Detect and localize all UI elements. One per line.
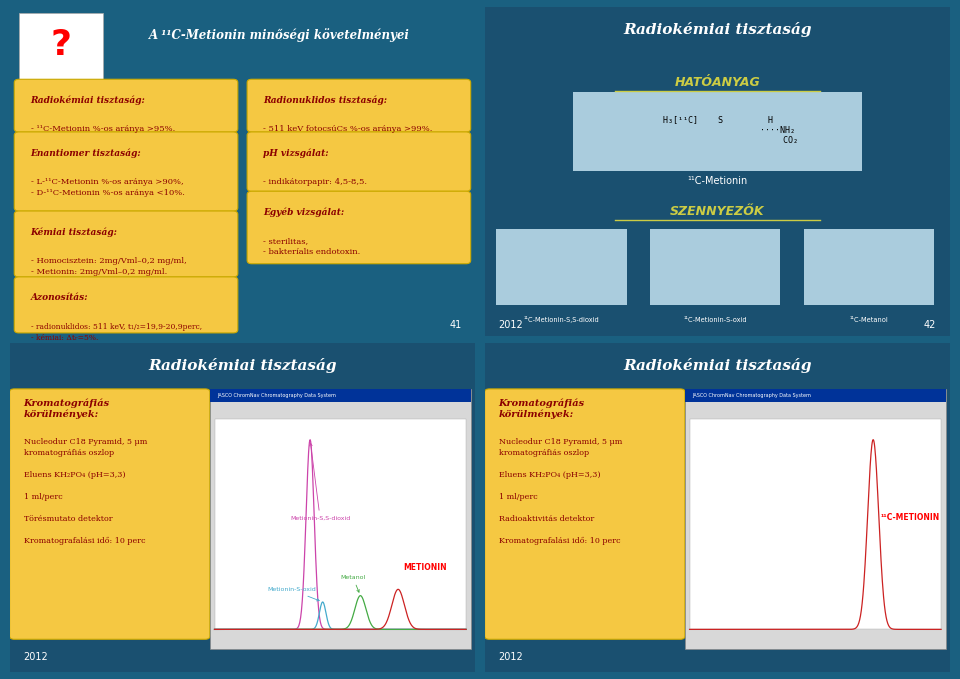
Text: METIONIN: METIONIN	[403, 564, 446, 572]
FancyBboxPatch shape	[496, 229, 627, 305]
Text: Radiokémiai tisztaság: Radiokémiai tisztaság	[148, 359, 337, 373]
Text: Metionin-S,S-dioxid: Metionin-S,S-dioxid	[290, 443, 350, 521]
FancyBboxPatch shape	[10, 389, 210, 639]
FancyBboxPatch shape	[19, 14, 103, 79]
Text: Radiokémiai tisztaság: Radiokémiai tisztaság	[623, 359, 812, 373]
FancyBboxPatch shape	[247, 191, 470, 263]
Text: SZENNYEZŐK: SZENNYEZŐK	[670, 204, 765, 217]
Text: Kromatográfiás
körülmények:: Kromatográfiás körülmények:	[24, 399, 109, 420]
FancyBboxPatch shape	[210, 389, 470, 649]
Text: 42: 42	[924, 320, 936, 329]
Text: Kémiai tisztaság:: Kémiai tisztaság:	[31, 227, 117, 237]
Text: - 511 keV fotocsúCs %-os aránya >99%.: - 511 keV fotocsúCs %-os aránya >99%.	[263, 126, 433, 133]
Text: 41: 41	[449, 320, 462, 329]
Text: ¹¹C-Metanol: ¹¹C-Metanol	[850, 316, 888, 323]
FancyBboxPatch shape	[573, 92, 862, 172]
Text: Nucleodur C18 Pyramid, 5 μm
kromatográfiás oszlop

Eluens KH₂PO₄ (pH=3,3)

1 ml/: Nucleodur C18 Pyramid, 5 μm kromatográfi…	[498, 439, 622, 545]
FancyBboxPatch shape	[210, 389, 470, 402]
FancyBboxPatch shape	[214, 418, 466, 629]
FancyBboxPatch shape	[10, 7, 475, 336]
FancyBboxPatch shape	[14, 132, 238, 211]
Text: Metanol: Metanol	[340, 575, 366, 592]
Text: Nucleodur C18 Pyramid, 5 μm
kromatográfiás oszlop

Eluens KH₂PO₄ (pH=3,3)

1 ml/: Nucleodur C18 Pyramid, 5 μm kromatográfi…	[24, 439, 147, 545]
Text: ¹¹C-METIONIN: ¹¹C-METIONIN	[880, 513, 940, 521]
Text: Enantiomer tisztaság:: Enantiomer tisztaság:	[31, 149, 141, 158]
Text: Metionin-S-oxid: Metionin-S-oxid	[267, 587, 320, 601]
Text: ¹¹C-Metionin-S-oxid: ¹¹C-Metionin-S-oxid	[684, 316, 747, 323]
Text: Egyéb vizsgálat:: Egyéb vizsgálat:	[263, 208, 345, 217]
FancyBboxPatch shape	[804, 229, 934, 305]
FancyBboxPatch shape	[247, 132, 470, 191]
Text: ¹¹C-Metionin: ¹¹C-Metionin	[687, 177, 748, 186]
Text: Azonosítás:: Azonosítás:	[31, 293, 88, 302]
Text: - radionuklidos: 511 keV, t₁/₂=19,9-20,9perc,
- kémiai: Δtᵣ=5%.: - radionuklidos: 511 keV, t₁/₂=19,9-20,9…	[31, 323, 202, 342]
Text: HATÓANYAG: HATÓANYAG	[675, 76, 760, 89]
Text: ¹¹C-Metionin-S,S-dioxid: ¹¹C-Metionin-S,S-dioxid	[523, 316, 599, 323]
FancyBboxPatch shape	[485, 7, 950, 336]
FancyBboxPatch shape	[485, 389, 684, 639]
Text: 2012: 2012	[24, 653, 48, 662]
FancyBboxPatch shape	[14, 277, 238, 333]
Text: Radionuklidos tisztaság:: Radionuklidos tisztaság:	[263, 96, 388, 105]
FancyBboxPatch shape	[684, 389, 946, 649]
FancyBboxPatch shape	[14, 79, 238, 132]
Text: Kromatográfiás
körülmények:: Kromatográfiás körülmények:	[498, 399, 585, 420]
FancyBboxPatch shape	[684, 389, 946, 402]
Text: - indikátorpapir: 4,5-8,5.: - indikátorpapir: 4,5-8,5.	[263, 178, 368, 186]
Text: Radiokémiai tisztaság:: Radiokémiai tisztaság:	[31, 96, 145, 105]
FancyBboxPatch shape	[247, 79, 470, 132]
Text: JASCO ChromNav Chromatography Data System: JASCO ChromNav Chromatography Data Syste…	[217, 393, 336, 398]
FancyBboxPatch shape	[650, 229, 780, 305]
Text: pH vizsgálat:: pH vizsgálat:	[263, 149, 329, 158]
Text: Radiokémiai tisztaság: Radiokémiai tisztaság	[623, 22, 812, 37]
Text: JASCO ChromNav Chromatography Data System: JASCO ChromNav Chromatography Data Syste…	[692, 393, 811, 398]
Text: A ¹¹C-Metionin minőségi követelményei: A ¹¹C-Metionin minőségi követelményei	[150, 28, 410, 41]
FancyBboxPatch shape	[10, 343, 475, 672]
FancyBboxPatch shape	[689, 418, 941, 629]
Text: 2012: 2012	[498, 653, 523, 662]
FancyBboxPatch shape	[485, 343, 950, 672]
Text: 2012: 2012	[498, 320, 523, 329]
FancyBboxPatch shape	[14, 211, 238, 277]
Text: H₃[¹¹C]    S         H
                        ····NH₂
                         : H₃[¹¹C] S H ····NH₂	[637, 115, 798, 145]
Text: - L-¹¹C-Metionin %-os aránya >90%,
- D-¹¹C-Metionin %-os aránya <10%.: - L-¹¹C-Metionin %-os aránya >90%, - D-¹…	[31, 178, 184, 197]
Text: - ¹¹C-Metionin %-os aránya >95%.: - ¹¹C-Metionin %-os aránya >95%.	[31, 126, 175, 133]
Text: - Homocisztein: 2mg/Vml–0,2 mg/ml,
- Metionin: 2mg/Vml–0,2 mg/ml.: - Homocisztein: 2mg/Vml–0,2 mg/ml, - Met…	[31, 257, 186, 276]
Text: ?: ?	[50, 28, 71, 62]
Text: - sterilitas,
- bakteríalis endotoxin.: - sterilitas, - bakteríalis endotoxin.	[263, 238, 361, 257]
